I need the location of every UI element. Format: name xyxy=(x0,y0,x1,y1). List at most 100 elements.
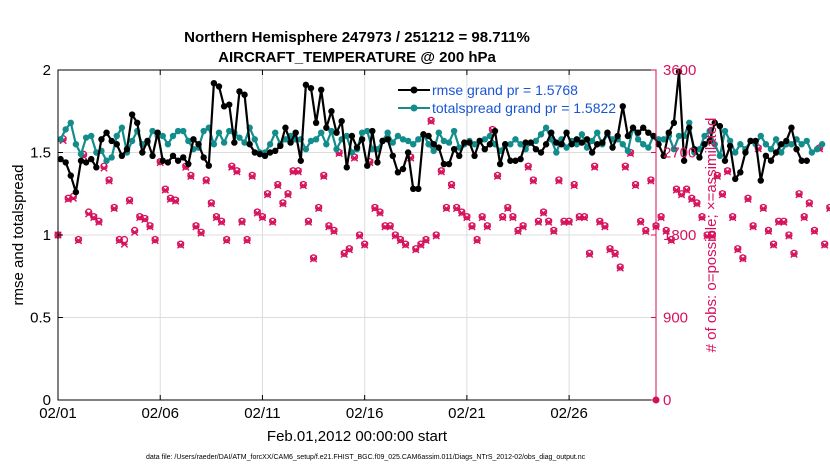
obs-possible-point xyxy=(775,217,783,225)
axis-ticks: 02/01 02/06 02/11 02/16 02/21 02/26 0 0.5 1 1.5 2 0… xyxy=(30,62,696,422)
totalspread-point xyxy=(241,139,248,146)
obs-assimilated-point xyxy=(805,200,814,208)
rmse-point xyxy=(542,141,550,148)
rmse-point xyxy=(67,172,74,179)
obs-assimilated-point xyxy=(662,227,670,236)
rmse-point xyxy=(471,152,478,159)
obs-possible-point xyxy=(693,199,701,207)
obs-possible-point xyxy=(325,222,333,230)
totalspread-point xyxy=(282,136,289,143)
obs-assimilated-point xyxy=(217,218,226,226)
totalspread-point xyxy=(251,136,258,143)
totalspread-point xyxy=(481,136,488,143)
rmse-point xyxy=(486,141,494,148)
rmse-point xyxy=(440,160,448,168)
rmse-point xyxy=(190,136,197,143)
obs-possible-point xyxy=(422,235,430,244)
obs-possible-point xyxy=(171,196,180,204)
rmse-point xyxy=(757,177,764,184)
totalspread-point xyxy=(410,141,417,148)
x-tick-label: 02/21 xyxy=(448,405,486,422)
obs-possible-point xyxy=(504,203,512,212)
rmse-point xyxy=(358,136,366,143)
rmse-point xyxy=(348,132,356,140)
totalspread-point xyxy=(77,150,85,158)
chart-title-line2: AIRCRAFT_TEMPERATURE @ 200 hPa xyxy=(218,49,496,66)
obs-possible-point xyxy=(483,222,491,230)
obs-assimilated-point xyxy=(713,172,722,181)
totalspread-point xyxy=(716,152,724,159)
totalspread-point xyxy=(803,137,810,145)
rmse-point xyxy=(307,84,315,92)
totalspread-point xyxy=(72,141,80,148)
obs-assimilated-point xyxy=(478,213,486,222)
obs-assimilated-point xyxy=(258,213,267,222)
rmse-point xyxy=(609,144,616,151)
obs-possible-point xyxy=(698,213,706,221)
obs-possible-point xyxy=(683,185,691,193)
obs-assimilated-point xyxy=(468,223,476,231)
totalspread-point xyxy=(236,134,243,141)
rmse-point xyxy=(537,149,545,156)
rmse-point xyxy=(645,129,652,136)
rmse-point xyxy=(420,131,427,138)
obs-assimilated-point xyxy=(279,200,287,208)
obs-possible-point xyxy=(575,213,583,221)
y-right-tick-label: 900 xyxy=(663,310,688,327)
totalspread-point xyxy=(67,119,74,127)
series-layer xyxy=(54,68,830,404)
totalspread-point xyxy=(721,127,729,135)
totalspread-point xyxy=(553,149,560,156)
obs-assimilated-point xyxy=(74,236,83,245)
obs-assimilated-point xyxy=(268,218,277,226)
totalspread-point xyxy=(762,141,770,148)
totalspread-point xyxy=(813,146,821,153)
obs-possible-point xyxy=(596,217,604,225)
rmse-point xyxy=(128,111,136,118)
obs-assimilated-point xyxy=(621,163,630,171)
rmse-point xyxy=(588,149,596,156)
obs-assimilated-point xyxy=(320,172,328,181)
obs-assimilated-point xyxy=(197,229,205,237)
obs-possible-point xyxy=(810,226,819,235)
y-axis-label-left: rmse and totalspread xyxy=(10,165,27,306)
obs-assimilated-point xyxy=(120,240,129,248)
obs-possible-point xyxy=(315,203,323,212)
rmse-point xyxy=(599,139,606,146)
obs-assimilated-point xyxy=(519,223,527,231)
obs-possible-point xyxy=(718,190,727,198)
obs-possible-point xyxy=(580,213,589,221)
rmse-point xyxy=(364,162,371,169)
obs-assimilated-point xyxy=(141,215,149,224)
rmse-point xyxy=(445,160,453,168)
obs-assimilated-point xyxy=(493,172,502,181)
rmse-point xyxy=(491,127,499,135)
totalspread-point xyxy=(701,132,708,140)
obs-assimilated-point xyxy=(529,177,538,185)
obs-assimilated-point xyxy=(759,204,768,213)
totalspread-point xyxy=(343,132,350,140)
totalspread-point xyxy=(711,141,718,148)
obs-possible-point xyxy=(611,249,619,257)
obs-possible-point xyxy=(616,263,624,271)
obs-assimilated-point xyxy=(498,213,507,222)
y-axis-label-right: # of obs: o=possible; ×=assimilated xyxy=(703,118,720,353)
obs-assimilated-point xyxy=(749,223,757,231)
obs-possible-point xyxy=(800,213,808,221)
obs-possible-point xyxy=(780,217,788,225)
totalspread-point xyxy=(399,136,407,143)
rmse-point xyxy=(752,137,759,145)
totalspread-point xyxy=(88,132,95,140)
obs-assimilated-point xyxy=(509,213,517,222)
rmse-point xyxy=(481,146,488,153)
obs-possible-point xyxy=(821,240,829,248)
rmse-point xyxy=(476,137,483,145)
legend: rmse grand pr = 1.5768 totalspread grand… xyxy=(398,82,616,116)
totalspread-point xyxy=(430,147,437,155)
rmse-point xyxy=(614,132,621,140)
totalspread-point xyxy=(333,146,340,153)
obs-possible-point xyxy=(667,235,675,244)
rmse-point xyxy=(747,137,754,145)
rmse-point xyxy=(77,157,85,164)
obs-assimilated-point xyxy=(386,223,394,231)
